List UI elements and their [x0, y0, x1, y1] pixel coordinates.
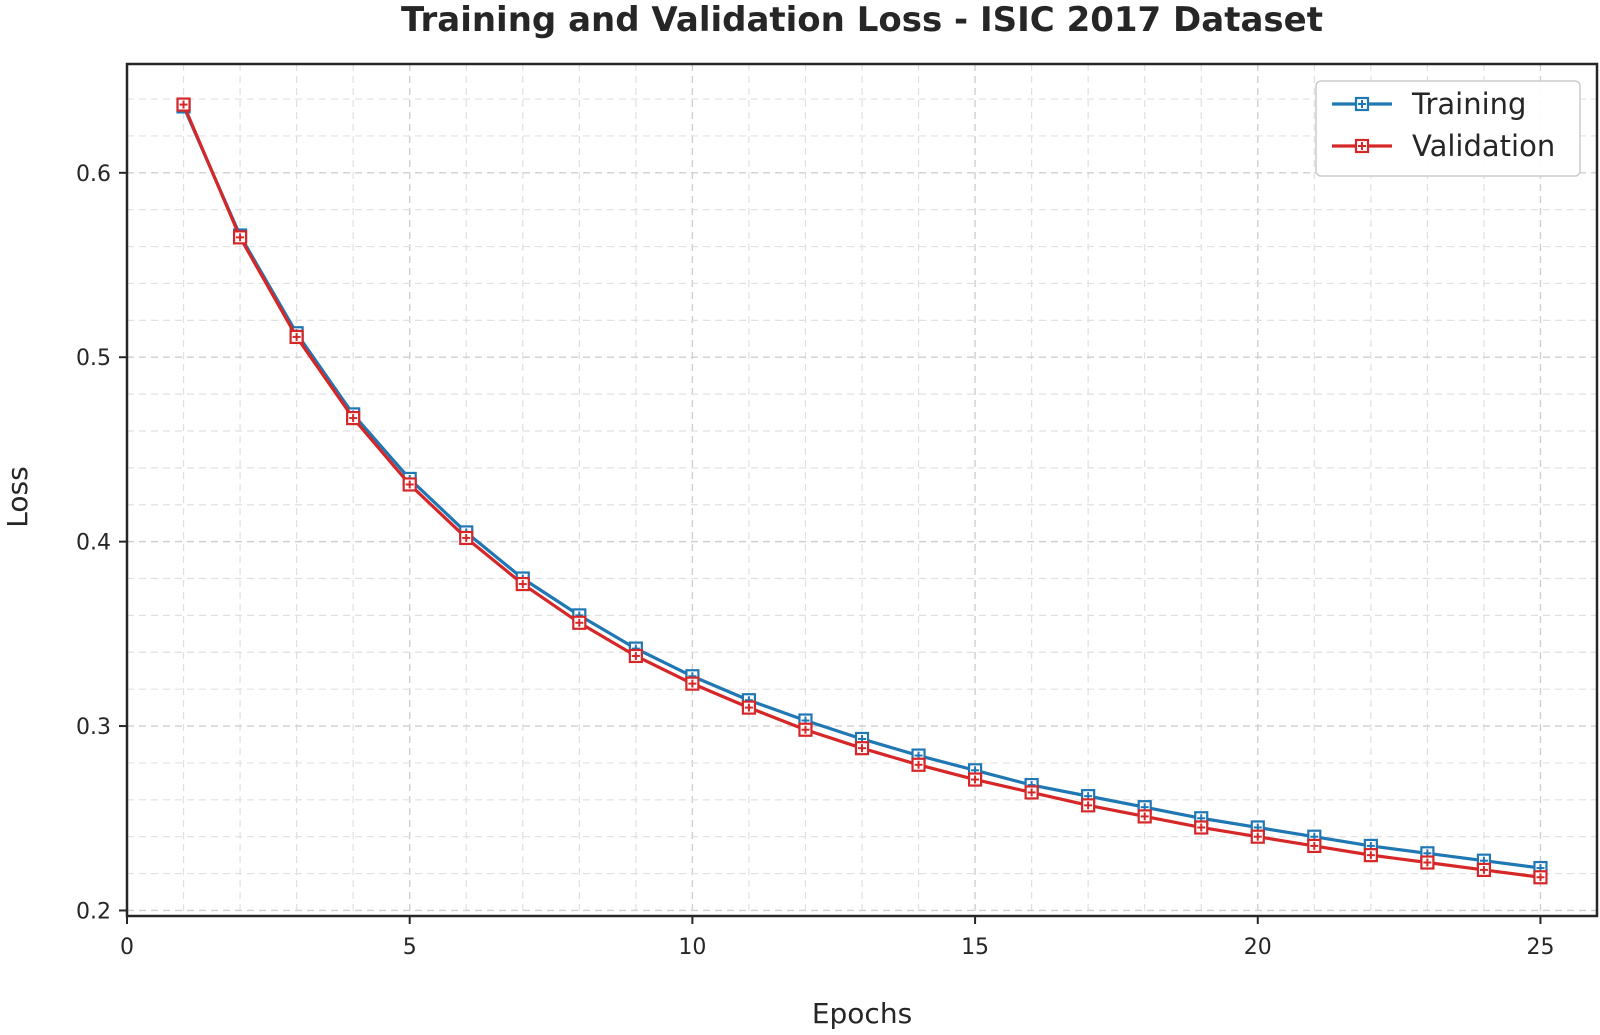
legend-marker [1354, 138, 1370, 154]
y-tick-label: 0.5 [76, 346, 111, 371]
series-lines [176, 97, 1548, 885]
legend-entry-validation: Validation [1332, 129, 1555, 163]
legend-marker [1354, 96, 1370, 112]
data-point [1420, 855, 1435, 870]
data-point [402, 477, 417, 492]
data-point [1194, 820, 1209, 835]
legend-entry-training: Training [1332, 87, 1526, 121]
data-point [1476, 862, 1492, 877]
data-point [967, 772, 983, 787]
data-point [685, 676, 700, 691]
y-tick-label: 0.3 [76, 715, 111, 740]
data-point [1533, 870, 1548, 885]
legend-label: Training [1411, 87, 1526, 121]
data-point [176, 97, 191, 112]
x-tick-label: 10 [678, 935, 706, 960]
data-point [1307, 838, 1322, 854]
x-tick-label: 20 [1244, 935, 1272, 960]
x-tick-label: 25 [1526, 935, 1554, 960]
data-point [572, 615, 587, 630]
axis-ticks: 0 5 10 15 20 25 0.2 0.3 0.4 0.5 0.6 [76, 162, 1554, 960]
y-tick-label: 0.6 [76, 162, 111, 187]
data-point [459, 530, 474, 546]
data-point [346, 410, 361, 426]
data-point [1137, 809, 1152, 824]
grid [126, 64, 1598, 916]
chart-title: Training and Validation Loss - ISIC 2017… [401, 0, 1323, 40]
data-point [854, 741, 870, 756]
data-point [911, 757, 926, 772]
plot-area [125, 62, 1599, 918]
data-point [515, 576, 530, 592]
x-tick-label: 5 [403, 935, 417, 960]
legend-label: Validation [1412, 129, 1555, 163]
y-tick-label: 0.2 [76, 899, 111, 924]
x-axis-label: Epochs [812, 997, 912, 1030]
y-tick-label: 0.4 [76, 531, 111, 556]
data-point [628, 648, 643, 664]
x-tick-label: 0 [120, 935, 134, 960]
legend: Training Validation [1315, 80, 1581, 177]
data-point [741, 700, 757, 715]
data-point [1081, 798, 1096, 813]
data-point [289, 329, 304, 345]
x-tick-label: 15 [961, 935, 989, 960]
data-point [798, 722, 813, 737]
y-axis-label: Loss [1, 466, 34, 527]
series-validation [176, 97, 1548, 885]
data-point [1024, 785, 1039, 800]
data-point [1363, 848, 1378, 863]
data-point [232, 230, 248, 245]
data-point [1250, 829, 1265, 844]
